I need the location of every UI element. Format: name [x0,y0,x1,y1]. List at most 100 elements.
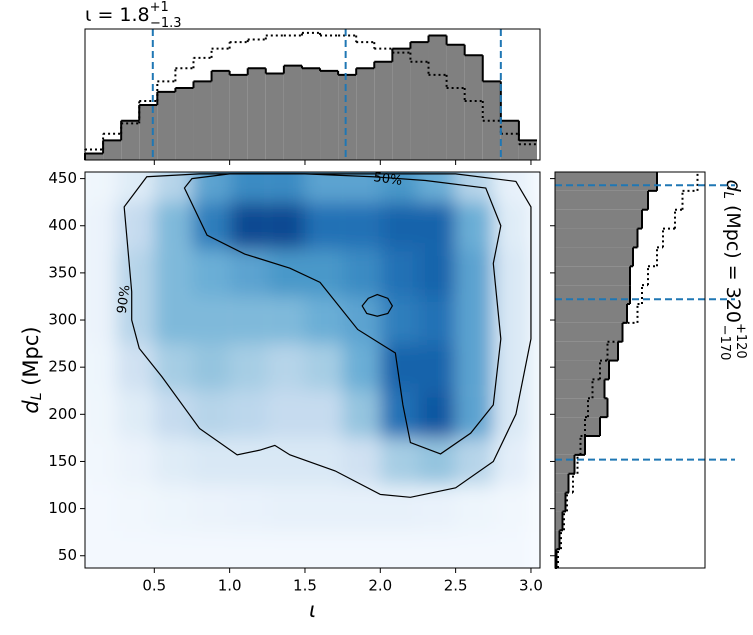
heat-cell [304,437,343,486]
heat-cell [229,485,268,533]
heat-cell [493,532,531,568]
y-axis-label: dL (Mpc) [19,326,45,413]
x-tick-label: 1.0 [218,577,242,595]
heat-cell [154,390,192,438]
hist-bar [482,81,501,160]
hist-bar [301,68,321,160]
heat-cell [342,296,381,344]
heat-cell [229,249,268,297]
hist-bar [139,104,158,160]
hist-bar [338,74,357,160]
y-tick-label: 350 [48,263,77,281]
heat-cell [191,390,230,438]
heat-cell [191,532,230,568]
hist-bar [555,379,605,399]
hist-bar [555,266,630,286]
chart-title: ι = 1.8+1 −1.3 [85,0,182,31]
heat-cell [417,437,456,486]
x-axis-label: ι [309,598,316,622]
axes-frame [84,171,541,569]
hist-bar [193,81,212,160]
title-lower: −170 [718,325,733,361]
heat-cell [267,532,305,568]
hist-bar [85,153,104,160]
heat-cell [380,532,418,568]
heat-cell [229,532,268,568]
heat-cell [417,172,456,203]
heat-cell [304,532,343,568]
heat-cell [116,437,155,486]
heat-cell [493,437,531,486]
chart-title: dL (Mpc) = 320+120−170 [718,180,749,361]
contours [123,173,532,498]
heat-cell [154,172,192,203]
heat-cell [304,296,343,344]
y-tick-label: 400 [48,216,77,234]
hist-bar [555,304,627,323]
heat-cell [116,202,155,250]
hist-bar [555,190,648,210]
heat-cell [417,485,456,533]
heat-cell [116,172,155,203]
heat-cell [191,296,230,344]
title-lower: −1.3 [150,16,182,31]
heat-cell [267,485,305,533]
heat-cell [267,390,305,438]
y-label-subscript: L [29,392,45,400]
heat-cell [417,343,456,391]
heat-cell [455,249,494,297]
heat-cell [380,172,418,203]
heat-cell [191,343,230,391]
x-tick-label: 1.5 [293,577,317,595]
heat-cell [493,249,531,297]
heat-cell [116,532,155,568]
heat-cell [342,202,381,250]
heat-cell [455,532,494,568]
hist-bar [555,454,575,474]
hist-bar [283,65,302,160]
title-subscript: L [721,192,736,199]
marginal [555,172,699,569]
hist-bar [121,120,140,160]
heat-cell [455,390,494,438]
hist-bar [247,68,266,160]
heat-cell [304,172,343,203]
heat-cell [493,390,531,438]
heat-cell [85,532,117,568]
hist-bar [555,285,630,304]
heat-cell [380,390,418,438]
heat-cell [85,249,117,297]
hist-bar [103,140,122,160]
heat-cell [342,437,381,486]
hist-bar [555,436,585,455]
contour-label: 50% [372,170,403,189]
hist-bar [211,70,230,160]
heat-cell [380,343,418,391]
y-label-symbol: d [19,400,43,414]
x-tick-label: 2.0 [368,577,392,595]
heat-cell [493,485,531,533]
heat-cell [455,485,494,533]
heat-cell [229,172,268,203]
title-upper: +1 [150,0,169,15]
heat-cell [342,485,381,533]
hist-bar [500,120,519,160]
heat-cell [229,202,268,250]
heat-cell [85,390,117,438]
heat-cell [267,202,305,250]
heat-cell [229,296,268,344]
hist-bar [464,55,483,161]
contour [123,173,532,498]
hist-bar [175,87,194,160]
contour [361,293,394,317]
y-tick-label: 150 [48,452,77,470]
heatmap [85,172,540,568]
axes-frame [554,171,706,569]
hist-bar [428,35,447,160]
heat-cell [154,437,192,486]
axes-frame [84,28,541,161]
heat-cell [380,202,418,250]
hist-bar [555,341,618,361]
hist-bar [555,473,569,493]
marginal [84,31,537,161]
